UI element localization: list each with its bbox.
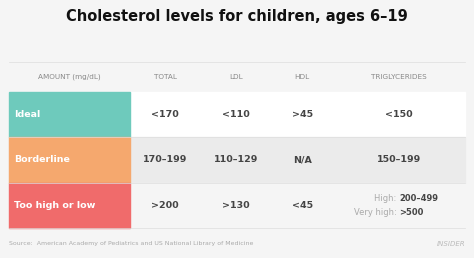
Text: 200–499: 200–499 — [399, 194, 438, 203]
Text: INSIDER: INSIDER — [437, 241, 465, 247]
Text: <150: <150 — [385, 110, 413, 119]
Text: AMOUNT (mg/dL): AMOUNT (mg/dL) — [38, 74, 100, 80]
Bar — [9, 62, 465, 92]
Text: Cholesterol levels for children, ages 6–19: Cholesterol levels for children, ages 6–… — [66, 9, 408, 24]
Text: >45: >45 — [292, 110, 313, 119]
Text: 110–129: 110–129 — [214, 156, 258, 164]
Bar — [9, 183, 129, 228]
Text: >500: >500 — [399, 208, 424, 217]
Text: TRIGLYCERIDES: TRIGLYCERIDES — [371, 74, 427, 80]
Bar — [9, 183, 465, 228]
Text: >130: >130 — [222, 201, 250, 210]
Text: 170–199: 170–199 — [143, 156, 187, 164]
Text: Too high or low: Too high or low — [14, 201, 96, 210]
Text: <110: <110 — [222, 110, 250, 119]
Text: N/A: N/A — [292, 156, 311, 164]
Bar — [9, 137, 465, 183]
Text: Ideal: Ideal — [14, 110, 40, 119]
Text: Very high:: Very high: — [354, 208, 399, 217]
Text: >200: >200 — [151, 201, 179, 210]
Text: LDL: LDL — [229, 74, 243, 80]
Text: HDL: HDL — [294, 74, 310, 80]
Bar — [9, 137, 129, 183]
Bar — [9, 92, 465, 137]
Text: <45: <45 — [292, 201, 313, 210]
Text: 150–199: 150–199 — [377, 156, 421, 164]
Text: <170: <170 — [151, 110, 179, 119]
Text: Borderline: Borderline — [14, 156, 70, 164]
Text: TOTAL: TOTAL — [154, 74, 176, 80]
Text: High:: High: — [374, 194, 399, 203]
Bar — [9, 92, 129, 137]
Text: Source:  American Academy of Pediatrics and US National Library of Medicine: Source: American Academy of Pediatrics a… — [9, 241, 253, 246]
